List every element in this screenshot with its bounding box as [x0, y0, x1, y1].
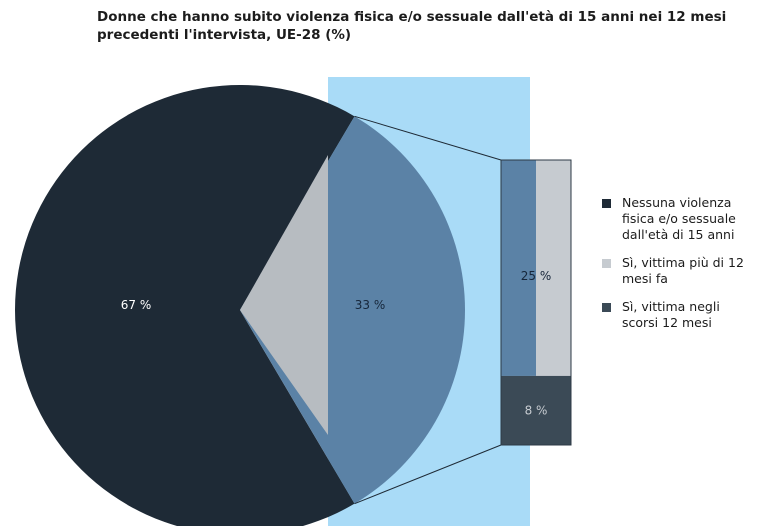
- pie-group: [15, 85, 466, 526]
- pie-slice-split-wedge: [240, 155, 328, 435]
- legend-item-victim-last-12-months: Sì, vittima negli scorsi 12 mesi: [602, 299, 759, 331]
- stack-outline: [500, 159, 572, 446]
- data-label-past: 25 %: [521, 269, 552, 283]
- pie-slice-no-violence: [15, 85, 355, 526]
- pie-slice-victim: [240, 116, 466, 504]
- legend-label: Sì, vittima più di 12 mesi fa: [622, 255, 744, 286]
- connector-line-bottom: [354, 444, 502, 505]
- legend: Nessuna violenza fisica e/o sessuale dal…: [602, 195, 759, 331]
- breakdown-stack: [500, 159, 572, 446]
- connector-line-top: [354, 115, 502, 161]
- stack-segment-past-blue: [501, 160, 536, 376]
- data-label-no-violence: 67 %: [121, 298, 152, 312]
- data-label-victim: 33 %: [355, 298, 386, 312]
- connector-lines: [354, 115, 502, 505]
- stack-segment-recent: [501, 375, 571, 445]
- legend-item-victim-more-than-12-months: Sì, vittima più di 12 mesi fa: [602, 255, 759, 287]
- legend-swatch: [602, 259, 611, 268]
- legend-item-no-violence: Nessuna violenza fisica e/o sessuale dal…: [602, 195, 759, 243]
- chart-title: Donne che hanno subito violenza fisica e…: [97, 9, 727, 43]
- legend-swatch: [602, 199, 611, 208]
- legend-label: Nessuna violenza fisica e/o sessuale dal…: [622, 195, 736, 242]
- data-label-recent: 8 %: [525, 403, 548, 417]
- data-labels: 67 % 33 % 25 % 8 %: [121, 269, 552, 418]
- stack-segment-past: [536, 160, 571, 376]
- legend-label: Sì, vittima negli scorsi 12 mesi: [622, 299, 720, 330]
- legend-swatch: [602, 303, 611, 312]
